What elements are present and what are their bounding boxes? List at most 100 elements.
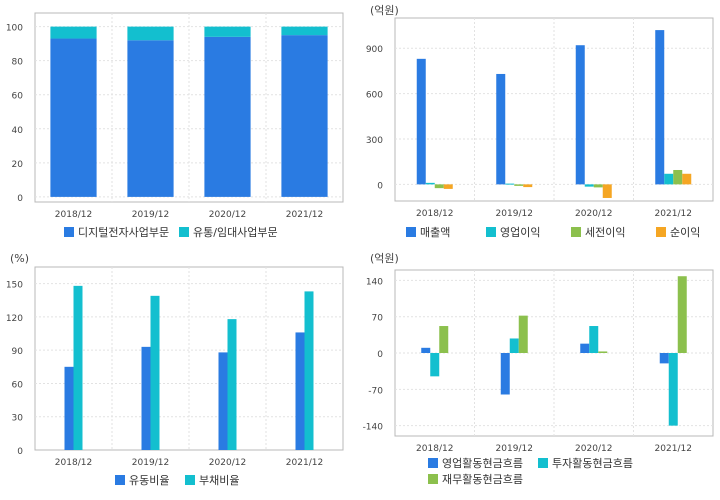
y-tick-label: 120: [6, 314, 23, 324]
unit-label: (억원): [370, 4, 399, 17]
legend-label: 매출액: [420, 226, 450, 239]
bar: [602, 184, 612, 198]
bar: [505, 183, 515, 185]
x-tick-label: 2020/12: [575, 444, 612, 454]
bar: [73, 285, 83, 450]
legend-label: 유통/임대사업부문: [193, 226, 278, 239]
bar: [141, 346, 151, 450]
legend-label: 재무활동현금흐름: [442, 472, 523, 486]
unit-label: (억원): [370, 252, 399, 265]
x-tick-label: 2018/12: [416, 209, 453, 219]
bar: [443, 184, 453, 189]
bar: [281, 26, 328, 36]
bar: [518, 315, 528, 353]
bar: [682, 173, 692, 185]
bar: [580, 343, 590, 353]
bar: [655, 30, 665, 185]
bar: [598, 351, 608, 353]
legend-swatch: [428, 474, 438, 484]
x-tick-label: 2019/12: [496, 444, 533, 454]
y-tick-label: 70: [372, 314, 384, 324]
y-tick-label: 100: [6, 24, 23, 34]
y-tick-label: 140: [366, 277, 383, 287]
legend-label: 부채비율: [199, 474, 239, 487]
bar: [664, 173, 674, 185]
x-tick-label: 2019/12: [132, 210, 169, 220]
bar: [659, 353, 669, 364]
x-tick-label: 2021/12: [655, 444, 692, 454]
y-tick-label: 60: [12, 92, 24, 102]
bar: [295, 332, 305, 450]
legend-swatch: [406, 227, 416, 237]
chart-financial-ratios-svg: (%) 0 30 60 90 120 150 2018/12 2019/12 2020/12 202…: [6, 252, 344, 487]
x-tick-label: 2020/12: [575, 209, 612, 219]
bar: [668, 353, 678, 426]
legend-label: 순이익: [670, 226, 700, 239]
legend-label: 유동비율: [129, 474, 169, 487]
chart-cash-flow-svg: (억원) -140 -70 0 70 140 2018/12 2019/12 2020/12 20…: [363, 252, 714, 486]
bar: [227, 319, 237, 450]
bar: [584, 184, 594, 187]
y-tick-label: 900: [366, 45, 383, 55]
bar: [281, 35, 328, 197]
legend-swatch: [64, 227, 74, 237]
legend-label: 디지털전자사업부문: [78, 226, 169, 239]
x-tick-label: 2021/12: [286, 210, 323, 220]
legend-swatch: [571, 227, 581, 237]
bar: [514, 184, 524, 186]
legend-swatch: [179, 227, 189, 237]
x-tick-label: 2018/12: [416, 444, 453, 454]
legend-swatch: [486, 227, 496, 237]
y-tick-label: 0: [377, 350, 383, 360]
bar: [593, 184, 603, 188]
chart-income-statement-svg: (억원) 0 300 600 900 2018/12 2019/12 2020/12 2021/…: [366, 4, 714, 239]
legend-swatch: [115, 475, 125, 485]
bar: [304, 291, 314, 450]
chart-cash-flow: (억원) -140 -70 0 70 140 2018/12 2019/12 2020/12 20…: [360, 248, 720, 496]
bar: [673, 169, 683, 185]
y-tick-label: 20: [12, 160, 24, 170]
legend-swatch: [185, 475, 195, 485]
y-tick-label: 30: [12, 414, 24, 424]
x-tick-label: 2019/12: [496, 209, 533, 219]
legend-label: 투자활동현금흐름: [552, 456, 633, 470]
bar: [204, 26, 251, 37]
plot-frame: [394, 17, 714, 202]
legend-label: 영업이익: [500, 226, 540, 239]
bar: [434, 184, 444, 189]
bar: [50, 26, 97, 39]
bar: [509, 338, 519, 353]
legend-swatch: [428, 458, 438, 468]
y-tick-label: 0: [17, 194, 23, 204]
bar: [218, 352, 228, 450]
legend-label: 세전이익: [585, 226, 625, 239]
x-tick-label: 2020/12: [209, 210, 246, 220]
bar: [439, 326, 449, 353]
bar: [127, 40, 174, 197]
chart-financial-ratios: (%) 0 30 60 90 120 150 2018/12 2019/12 2020/12 202…: [0, 248, 355, 496]
bar: [50, 38, 97, 197]
x-tick-label: 2018/12: [55, 458, 92, 468]
bar: [64, 366, 74, 450]
x-tick-label: 2020/12: [209, 458, 246, 468]
bar: [500, 353, 510, 395]
bar: [575, 45, 585, 185]
chart-segment-composition: 0 20 40 60 80 100 2018/12 2019/12 2020/12 2021/12…: [0, 0, 355, 248]
bar: [421, 347, 431, 353]
y-tick-label: 90: [12, 347, 24, 357]
x-tick-label: 2018/12: [55, 210, 92, 220]
y-tick-label: 0: [17, 447, 23, 457]
y-tick-label: 40: [12, 126, 24, 136]
legend-label: 영업활동현금흐름: [442, 456, 523, 470]
x-tick-label: 2021/12: [655, 209, 692, 219]
bar: [416, 58, 426, 185]
bar: [127, 26, 174, 41]
y-tick-label: 80: [12, 58, 24, 68]
bar: [523, 184, 533, 188]
unit-label: (%): [10, 252, 29, 265]
y-tick-label: 60: [12, 380, 24, 390]
x-tick-label: 2019/12: [132, 458, 169, 468]
legend-swatch: [538, 458, 548, 468]
y-tick-label: 150: [6, 281, 23, 291]
y-tick-label: -140: [363, 423, 384, 433]
